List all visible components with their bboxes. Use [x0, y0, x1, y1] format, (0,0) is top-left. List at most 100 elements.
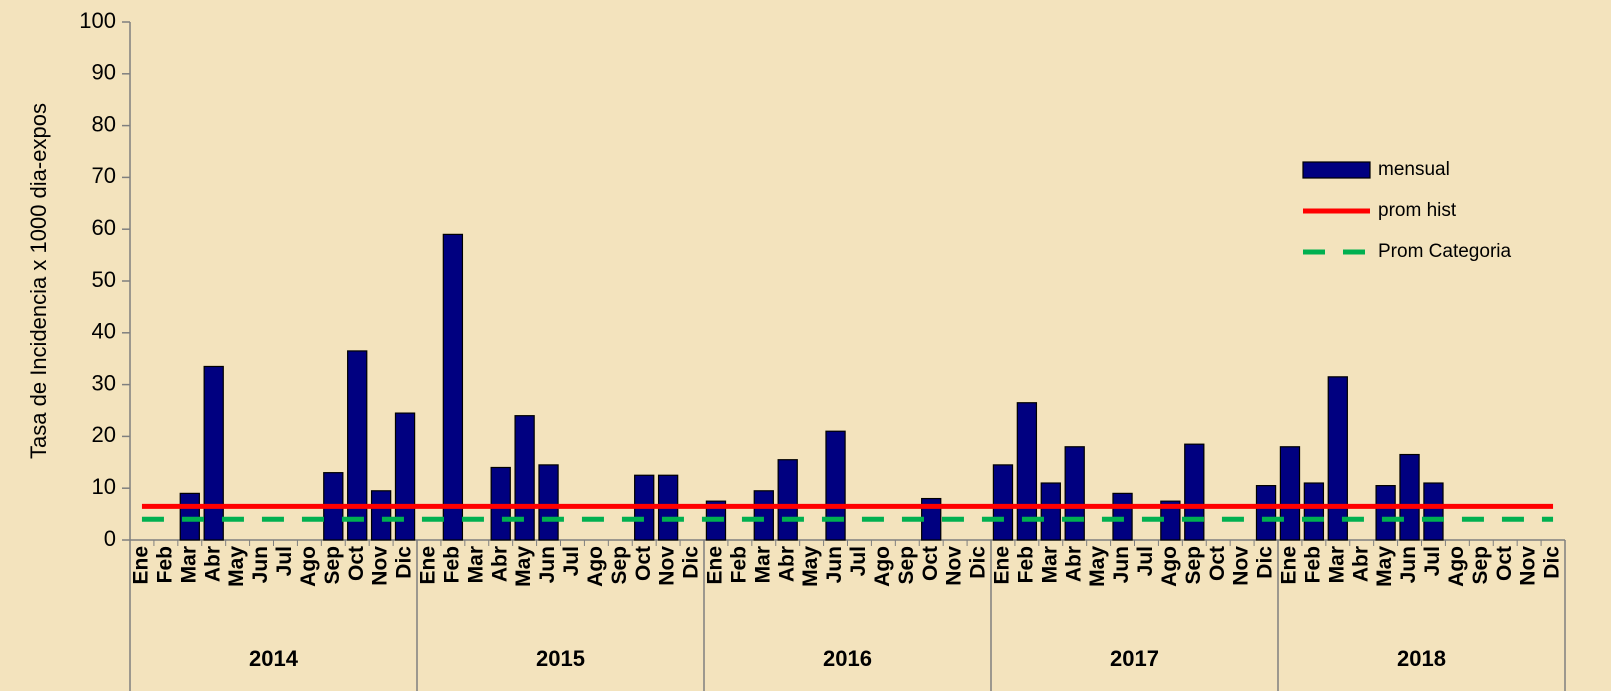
x-tick-label: Abr	[1062, 546, 1085, 582]
bar	[1423, 482, 1444, 541]
x-tick-label: May	[225, 546, 248, 587]
legend-swatch	[1302, 161, 1371, 179]
x-tick-label: Ago	[871, 546, 894, 587]
x-tick-label: Nov	[943, 546, 966, 586]
x-tick-label: Oct	[1206, 546, 1229, 581]
x-tick-label: Sep	[1182, 546, 1205, 585]
x-tick-label: Ene	[991, 546, 1014, 585]
x-tick-label: Feb	[440, 546, 463, 583]
x-tick-label: Jun	[1397, 546, 1420, 583]
bar	[490, 466, 511, 541]
x-tick-label: Jul	[560, 546, 583, 576]
bar	[1255, 485, 1277, 541]
y-tick-label: 30	[92, 370, 116, 395]
x-tick-label: Ene	[1278, 546, 1301, 585]
x-tick-label: Oct	[1493, 546, 1516, 581]
bar	[1040, 482, 1061, 541]
x-tick-label: Dic	[967, 546, 990, 579]
x-tick-label: Jun	[1110, 546, 1133, 583]
x-tick-label: May	[799, 546, 822, 587]
x-tick-label: May	[1086, 546, 1109, 587]
x-tick-label: Jun	[536, 546, 559, 583]
y-tick-label: 100	[79, 8, 116, 33]
bar	[1327, 376, 1348, 541]
bar	[179, 492, 200, 541]
x-tick-label: Jun	[249, 546, 272, 583]
x-tick-label: Nov	[1230, 546, 1253, 586]
x-tick-label: May	[1373, 546, 1396, 587]
x-tick-label: Abr	[201, 546, 224, 582]
y-tick-label: 70	[92, 163, 116, 188]
x-tick-label: Jul	[1421, 546, 1444, 576]
bar	[1399, 453, 1420, 541]
x-tick-label: Jul	[847, 546, 870, 576]
bar	[514, 415, 535, 541]
x-tick-label: Feb	[153, 546, 176, 583]
bar	[347, 350, 368, 541]
x-tick-label: Jul	[1134, 546, 1157, 576]
x-tick-label: Mar	[177, 546, 200, 583]
y-axis-label: Tasa de Incidencia x 1000 dia-expos	[26, 103, 51, 459]
x-tick-label: Mar	[1038, 546, 1061, 583]
group-label: 2016	[823, 646, 872, 671]
y-tick-label: 20	[92, 422, 116, 447]
bar	[203, 365, 224, 541]
x-tick-label: Nov	[656, 546, 679, 586]
group-label: 2014	[249, 646, 299, 671]
y-tick-label: 50	[92, 267, 116, 292]
group-label: 2017	[1110, 646, 1159, 671]
x-tick-label: Mar	[751, 546, 774, 583]
legend-label: prom hist	[1378, 200, 1457, 221]
x-tick-label: Ago	[1158, 546, 1181, 587]
x-tick-label: Ene	[417, 546, 440, 585]
bar	[753, 490, 774, 541]
y-tick-label: 60	[92, 215, 116, 240]
bar	[1112, 492, 1133, 541]
x-tick-label: Feb	[727, 546, 750, 583]
x-tick-label: Ago	[297, 546, 320, 587]
group-label: 2015	[536, 646, 585, 671]
x-tick-label: Ago	[584, 546, 607, 587]
x-tick-label: Jun	[823, 546, 846, 583]
y-tick-label: 90	[92, 60, 116, 85]
x-tick-label: Sep	[608, 546, 631, 585]
x-tick-label: Oct	[919, 546, 942, 581]
legend-label: mensual	[1378, 159, 1450, 180]
x-tick-label: Dic	[1541, 546, 1564, 579]
x-tick-label: Abr	[1349, 546, 1372, 582]
x-tick-label: Nov	[369, 546, 392, 586]
legend-label: Prom Categoria	[1378, 241, 1511, 262]
x-tick-label: Dic	[393, 546, 416, 579]
bar	[1375, 485, 1396, 541]
bar	[1184, 443, 1205, 541]
y-tick-label: 40	[92, 319, 116, 344]
x-tick-label: Feb	[1014, 546, 1037, 583]
x-tick-label: Nov	[1517, 546, 1540, 586]
x-tick-label: Mar	[1325, 546, 1348, 583]
x-tick-label: Ene	[704, 546, 727, 585]
bar	[538, 464, 559, 541]
x-tick-label: Abr	[775, 546, 798, 582]
x-tick-label: Sep	[1469, 546, 1492, 585]
bar	[370, 490, 392, 541]
bar	[1279, 446, 1301, 541]
bar	[825, 430, 846, 541]
bar	[992, 464, 1014, 541]
x-tick-label: Jul	[273, 546, 296, 576]
bar	[1303, 482, 1325, 541]
x-tick-label: Dic	[680, 546, 703, 579]
x-tick-label: Ene	[130, 546, 153, 585]
y-tick-label: 10	[92, 474, 116, 499]
x-tick-label: Mar	[464, 546, 487, 583]
x-tick-label: Dic	[1254, 546, 1277, 579]
x-tick-label: May	[512, 546, 535, 587]
x-tick-label: Abr	[488, 546, 511, 582]
y-tick-label: 80	[92, 111, 116, 136]
x-tick-label: Ago	[1445, 546, 1468, 587]
group-label: 2018	[1397, 646, 1446, 671]
y-tick-label: 0	[104, 526, 116, 551]
bar	[777, 459, 798, 541]
bar	[1064, 446, 1085, 541]
